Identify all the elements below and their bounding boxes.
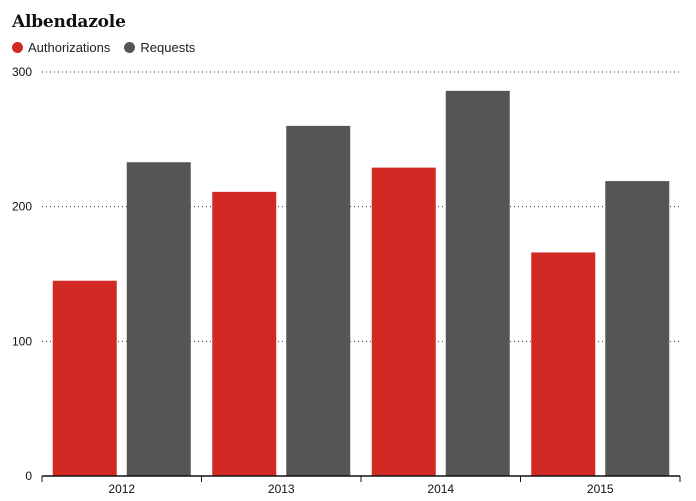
legend-item-requests: Requests [124,40,195,55]
x-tick-label-2012: 2012 [108,482,135,496]
legend-swatch-authorizations [12,42,23,53]
chart-title: Albendazole [12,12,126,32]
y-tick-label-0: 0 [25,469,32,483]
x-tick-label-2015: 2015 [587,482,614,496]
bar-requests-2013 [286,125,351,476]
legend-label-authorizations: Authorizations [28,40,111,55]
bar-requests-2014 [445,90,510,476]
x-tick-label-2014: 2014 [427,482,454,496]
bar-authorizations-2013 [212,191,277,476]
y-tick-label-300: 300 [12,65,32,79]
bar-authorizations-2012 [52,280,117,476]
bar-authorizations-2014 [371,167,436,476]
bar-authorizations-2015 [531,252,596,476]
x-tick-label-2013: 2013 [268,482,295,496]
legend-label-requests: Requests [140,40,196,55]
legend-item-authorizations: Authorizations [12,40,110,55]
bar-requests-2012 [126,162,191,476]
y-tick-label-100: 100 [12,334,32,348]
legend-swatch-requests [124,42,136,53]
legend: Authorizations Requests [12,40,209,55]
y-tick-label-200: 200 [12,200,32,214]
bar-requests-2015 [605,181,670,476]
